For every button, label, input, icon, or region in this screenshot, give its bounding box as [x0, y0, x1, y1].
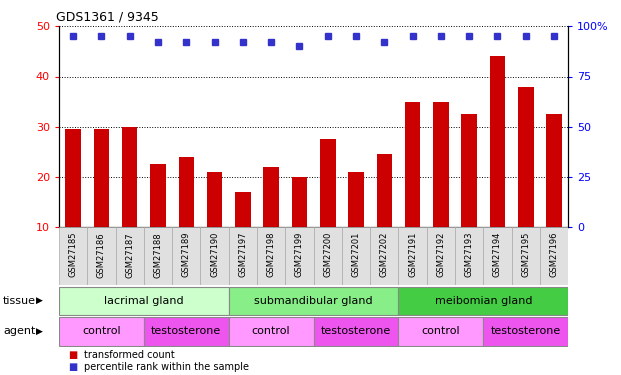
Text: GSM27198: GSM27198: [266, 232, 276, 278]
Bar: [483, 317, 568, 346]
Bar: [94, 129, 109, 227]
Bar: [546, 114, 562, 227]
Text: ▶: ▶: [36, 296, 43, 305]
Text: control: control: [252, 327, 291, 336]
Text: GSM27194: GSM27194: [493, 232, 502, 277]
Text: GSM27193: GSM27193: [465, 232, 474, 278]
Bar: [59, 227, 88, 285]
Bar: [263, 167, 279, 227]
Text: ■: ■: [68, 350, 78, 360]
Text: transformed count: transformed count: [84, 350, 175, 360]
Bar: [235, 192, 251, 227]
Bar: [518, 87, 533, 227]
Text: testosterone: testosterone: [151, 327, 222, 336]
Bar: [144, 227, 172, 285]
Bar: [229, 317, 314, 346]
Text: tissue: tissue: [3, 296, 36, 306]
Text: GDS1361 / 9345: GDS1361 / 9345: [57, 11, 159, 24]
Bar: [427, 227, 455, 285]
Text: GSM27187: GSM27187: [125, 232, 134, 278]
Text: ■: ■: [68, 362, 78, 372]
Bar: [59, 317, 144, 346]
Bar: [399, 286, 568, 315]
Text: GSM27201: GSM27201: [351, 232, 361, 277]
Bar: [229, 227, 257, 285]
Text: GSM27197: GSM27197: [238, 232, 247, 278]
Bar: [512, 227, 540, 285]
Text: control: control: [82, 327, 120, 336]
Bar: [201, 227, 229, 285]
Text: GSM27200: GSM27200: [324, 232, 332, 277]
Text: submandibular gland: submandibular gland: [254, 296, 373, 306]
Text: testosterone: testosterone: [321, 327, 391, 336]
Bar: [320, 139, 335, 227]
Text: GSM27185: GSM27185: [69, 232, 78, 278]
Text: percentile rank within the sample: percentile rank within the sample: [84, 362, 249, 372]
Bar: [433, 102, 449, 227]
Text: GSM27191: GSM27191: [408, 232, 417, 277]
Bar: [116, 227, 144, 285]
Bar: [399, 227, 427, 285]
Text: GSM27195: GSM27195: [521, 232, 530, 277]
Text: GSM27190: GSM27190: [210, 232, 219, 277]
Text: GSM27202: GSM27202: [380, 232, 389, 277]
Text: GSM27189: GSM27189: [182, 232, 191, 278]
Text: testosterone: testosterone: [491, 327, 561, 336]
Text: lacrimal gland: lacrimal gland: [104, 296, 184, 306]
Bar: [172, 227, 201, 285]
Text: GSM27196: GSM27196: [550, 232, 558, 278]
Bar: [65, 129, 81, 227]
Text: GSM27192: GSM27192: [437, 232, 445, 277]
Text: agent: agent: [3, 327, 35, 336]
Bar: [144, 317, 229, 346]
Bar: [483, 227, 512, 285]
Text: GSM27188: GSM27188: [153, 232, 163, 278]
Bar: [348, 172, 364, 227]
Bar: [370, 227, 399, 285]
Bar: [455, 227, 483, 285]
Text: GSM27199: GSM27199: [295, 232, 304, 277]
Bar: [207, 172, 222, 227]
Bar: [461, 114, 477, 227]
Text: GSM27186: GSM27186: [97, 232, 106, 278]
Bar: [540, 227, 568, 285]
Bar: [122, 127, 137, 227]
Bar: [150, 164, 166, 227]
Bar: [342, 227, 370, 285]
Bar: [257, 227, 285, 285]
Text: control: control: [422, 327, 460, 336]
Bar: [285, 227, 314, 285]
Text: ▶: ▶: [36, 327, 43, 336]
Bar: [376, 154, 392, 227]
Bar: [59, 286, 229, 315]
Bar: [399, 317, 483, 346]
Bar: [178, 157, 194, 227]
Text: meibomian gland: meibomian gland: [435, 296, 532, 306]
Bar: [88, 227, 116, 285]
Bar: [490, 56, 505, 227]
Bar: [229, 286, 399, 315]
Bar: [314, 317, 399, 346]
Bar: [314, 227, 342, 285]
Bar: [405, 102, 420, 227]
Bar: [292, 177, 307, 227]
